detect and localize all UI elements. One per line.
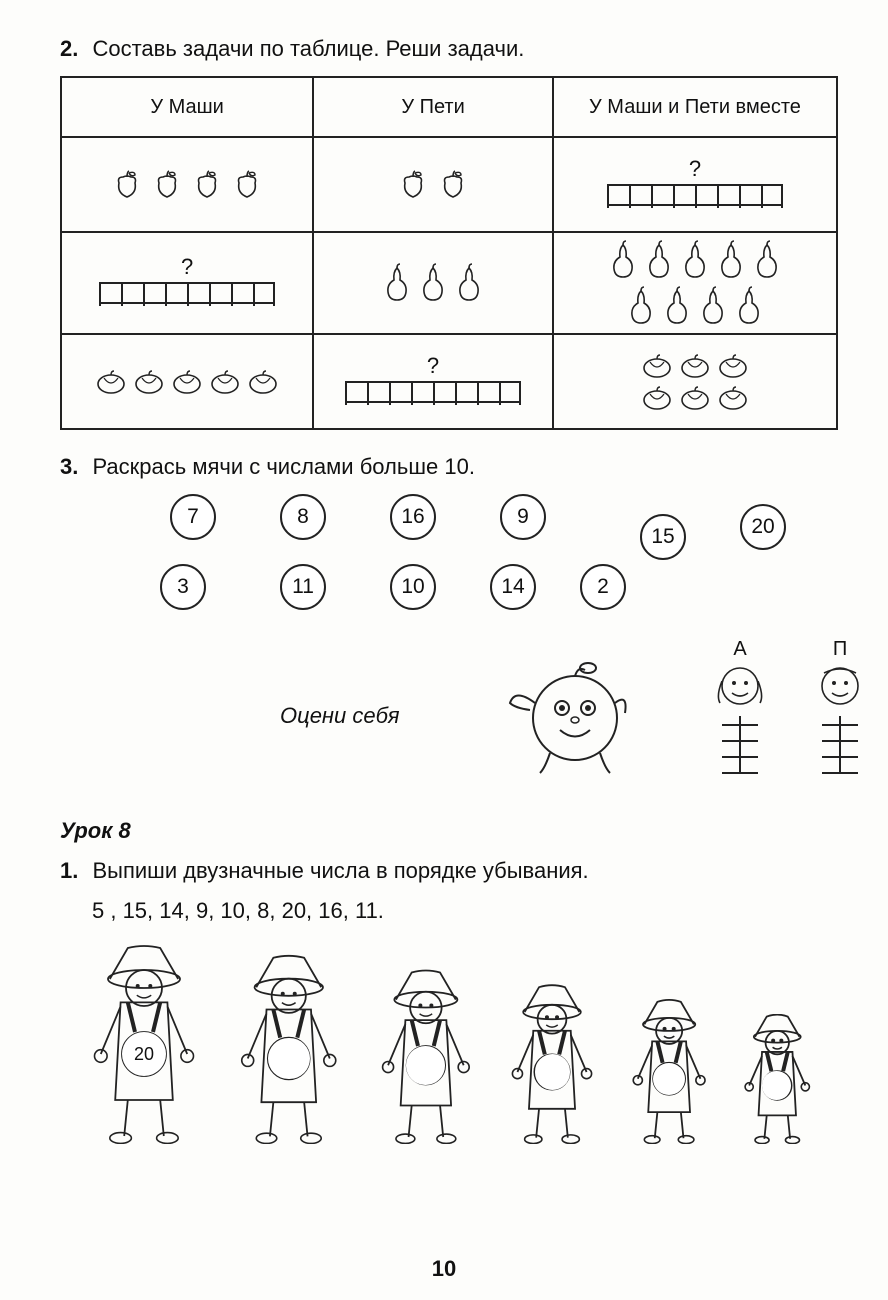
hat-character: 20 — [79, 944, 209, 1149]
cell-pears-9 — [553, 232, 837, 334]
hat-character — [735, 1014, 820, 1149]
stand-icon — [722, 716, 758, 774]
plum-icon — [640, 384, 674, 412]
number-ball: 9 — [500, 494, 546, 540]
hat-character — [369, 969, 483, 1149]
plum-icon — [170, 368, 204, 396]
cell-ladder-q: ? — [313, 334, 553, 429]
pear-icon — [661, 285, 693, 327]
ex3-text: Раскрась мячи с числами больше 10. — [92, 454, 474, 479]
pear-icon — [697, 285, 729, 327]
pear-icon — [679, 239, 711, 281]
assessment-child: П — [810, 638, 870, 774]
self-assessment: Оцени себя АП — [60, 648, 838, 798]
pear-icon — [733, 285, 765, 327]
number-ball: 7 — [170, 494, 216, 540]
child-face-icon — [710, 661, 770, 711]
number-ball: 3 — [160, 564, 206, 610]
pear-icon — [417, 262, 449, 304]
plum-icon — [94, 368, 128, 396]
apple-icon — [189, 167, 225, 203]
stand-icon — [822, 716, 858, 774]
hat-character — [227, 954, 351, 1149]
plum-icon — [716, 384, 750, 412]
apple-icon — [109, 167, 145, 203]
character-number — [406, 1046, 445, 1085]
number-ball: 15 — [640, 514, 686, 560]
ex3-prompt: 3. Раскрась мячи с числами больше 10. — [60, 454, 838, 480]
pear-icon — [625, 285, 657, 327]
pear-icon — [751, 239, 783, 281]
ex2-table: У Маши У Пети У Маши и Пети вместе ? ? — [60, 76, 838, 430]
ex1-text: Выпиши двузначные числа в порядке убыван… — [92, 858, 588, 883]
cell-ladder-q: ? — [61, 232, 313, 334]
assessment-child: А — [710, 638, 770, 774]
plum-icon — [678, 384, 712, 412]
characters-row: 20 — [60, 944, 838, 1149]
page-number: 10 — [0, 1256, 888, 1282]
table-header-row: У Маши У Пети У Маши и Пети вместе — [61, 77, 837, 137]
ex3-number: 3. — [60, 454, 78, 479]
plum-icon — [132, 368, 166, 396]
pear-icon — [607, 239, 639, 281]
orange-character-icon — [500, 648, 630, 783]
plum-icon — [246, 368, 280, 396]
hat-character — [622, 999, 716, 1149]
cell-apples-4 — [61, 137, 313, 232]
number-ball: 20 — [740, 504, 786, 550]
number-ball: 8 — [280, 494, 326, 540]
character-number — [762, 1071, 791, 1100]
child-letter: А — [710, 638, 770, 661]
ex1-numbers: 5 , 15, 14, 9, 10, 8, 20, 16, 11. — [92, 898, 838, 924]
character-number — [653, 1063, 685, 1095]
pear-icon — [453, 262, 485, 304]
table-row: ? — [61, 232, 837, 334]
assess-label: Оцени себя — [280, 703, 400, 729]
number-ball: 10 — [390, 564, 436, 610]
number-ball: 2 — [580, 564, 626, 610]
apple-icon — [229, 167, 265, 203]
pear-icon — [643, 239, 675, 281]
cell-plums-5 — [61, 334, 313, 429]
cell-plums-6 — [553, 334, 837, 429]
pear-icon — [715, 239, 747, 281]
plum-icon — [640, 352, 674, 380]
ex2-prompt: 2. Составь задачи по таблице. Реши задач… — [60, 36, 838, 62]
th-petya: У Пети — [313, 77, 553, 137]
hat-character — [500, 984, 604, 1149]
number-ball: 14 — [490, 564, 536, 610]
cell-apples-2 — [313, 137, 553, 232]
table-row: ? — [61, 334, 837, 429]
ex2-text: Составь задачи по таблице. Реши задачи. — [92, 36, 524, 61]
table-row: ? — [61, 137, 837, 232]
apple-icon — [149, 167, 185, 203]
number-ball: 16 — [390, 494, 436, 540]
plum-icon — [678, 352, 712, 380]
worksheet-page: 2. Составь задачи по таблице. Реши задач… — [0, 0, 888, 1300]
child-face-icon — [810, 661, 870, 711]
cell-ladder-q: ? — [553, 137, 837, 232]
character-number — [268, 1038, 310, 1080]
character-number: 20 — [122, 1032, 166, 1076]
pear-icon — [381, 262, 413, 304]
number-ball: 11 — [280, 564, 326, 610]
ex1-number: 1. — [60, 858, 78, 883]
character-number — [535, 1054, 570, 1089]
child-letter: П — [810, 638, 870, 661]
th-both: У Маши и Пети вместе — [553, 77, 837, 137]
plum-icon — [716, 352, 750, 380]
th-masha: У Маши — [61, 77, 313, 137]
ex1-prompt: 1. Выпиши двузначные числа в порядке убы… — [60, 858, 838, 884]
lesson8-heading: Урок 8 — [60, 818, 838, 844]
ex2-number: 2. — [60, 36, 78, 61]
plum-icon — [208, 368, 242, 396]
apple-icon — [435, 167, 471, 203]
apple-icon — [395, 167, 431, 203]
balls-area: 7 8 16 9 15 20 3 11 10 14 2 — [100, 494, 838, 644]
cell-pears-3 — [313, 232, 553, 334]
